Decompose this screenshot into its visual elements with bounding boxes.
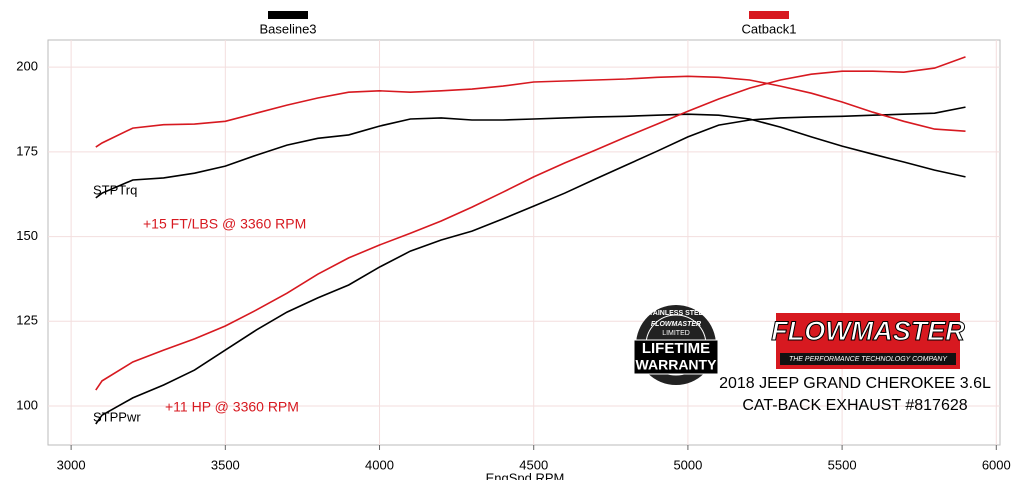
x-tick-label: 3500	[211, 457, 240, 472]
torque-label: STPTrq	[93, 182, 137, 197]
plot-frame	[47, 39, 1001, 446]
power-line	[95, 106, 966, 425]
logo-strip	[780, 353, 956, 365]
badge-limited: LIMITED	[662, 330, 690, 337]
badge-brand: FLOWMASTER	[651, 321, 701, 328]
torque-gain: +15 FT/LBS @ 3360 RPM	[143, 216, 306, 232]
x-tick-label: 4500	[519, 457, 548, 472]
x-tick-label: 5000	[673, 457, 702, 472]
badge-line1: LIFETIME	[642, 340, 710, 357]
logo-tagline: THE PERFORMANCE TECHNOLOGY COMPANY	[789, 356, 948, 363]
y-tick-label: 100	[16, 397, 38, 412]
y-tick-label: 200	[16, 59, 38, 74]
power-line	[95, 56, 966, 391]
vehicle: 2018 JEEP GRAND CHEROKEE 3.6L	[719, 375, 991, 392]
logo-brand: FLOWMASTER	[771, 316, 965, 346]
x-tick-label: 3000	[57, 457, 86, 472]
product: CAT-BACK EXHAUST #817628	[742, 397, 967, 414]
torque-line	[95, 75, 966, 148]
badge-plate	[633, 339, 719, 375]
x-axis-label: EngSpd RPM	[486, 470, 565, 480]
y-tick-label: 150	[16, 228, 38, 243]
badge-line2: WARRANTY	[636, 357, 718, 373]
power-gain: +11 HP @ 3360 RPM	[165, 399, 299, 415]
warranty-badge: STAINLESS STEEL FLOWMASTER LIMITED LIFET…	[633, 305, 719, 385]
badge-ring-text: STAINLESS STEEL	[644, 310, 708, 317]
legend-swatch	[268, 11, 308, 19]
x-tick-label: 5500	[828, 457, 857, 472]
torque-line	[95, 113, 966, 199]
legend-label: Baseline3	[259, 21, 316, 36]
x-tick-label: 4000	[365, 457, 394, 472]
y-tick-label: 125	[16, 313, 38, 328]
legend-label: Catback1	[742, 21, 797, 36]
flowmaster-logo: FLOWMASTER THE PERFORMANCE TECHNOLOGY CO…	[771, 313, 966, 369]
legend-swatch	[749, 11, 789, 19]
x-tick-label: 6000	[982, 457, 1011, 472]
y-tick-label: 175	[16, 143, 38, 158]
